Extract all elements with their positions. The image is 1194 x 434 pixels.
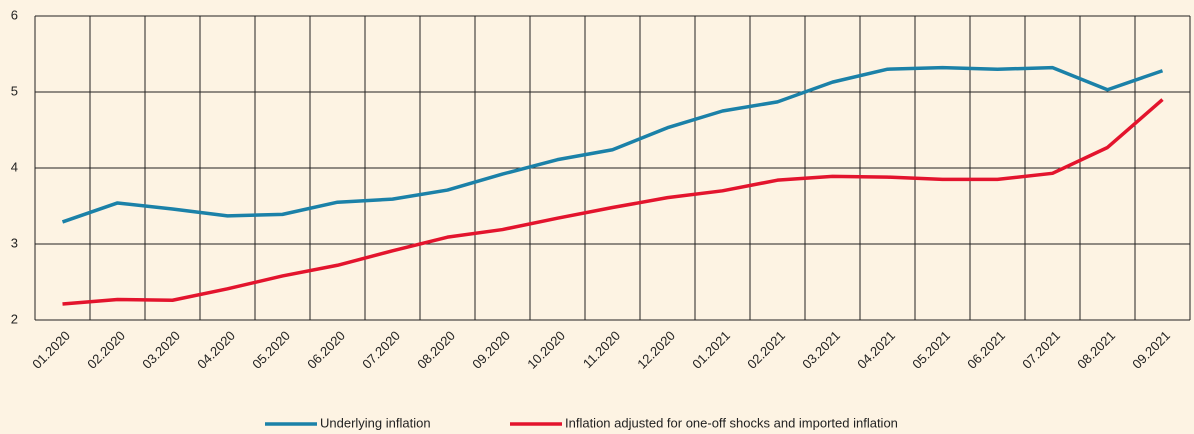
x-tick-label: 02.2021 — [744, 328, 788, 372]
x-tick-label: 05.2021 — [909, 328, 953, 372]
y-tick-label: 5 — [11, 83, 18, 98]
x-tick-label: 12.2020 — [634, 328, 678, 372]
x-tick-label: 11.2020 — [580, 328, 623, 371]
x-tick-label: 01.2020 — [29, 328, 73, 372]
x-tick-label: 02.2020 — [84, 328, 128, 372]
line-series — [62, 98, 1164, 306]
legend-label: Inflation adjusted for one-off shocks an… — [565, 415, 898, 430]
y-tick-label: 6 — [11, 7, 18, 22]
line-series — [61, 65, 1164, 224]
x-tick-label: 09.2020 — [469, 328, 513, 372]
x-tick-label: 09.2021 — [1129, 328, 1173, 372]
x-tick-label: 03.2020 — [139, 328, 183, 372]
y-tick-label: 4 — [11, 159, 18, 174]
legend-label: Underlying inflation — [320, 415, 431, 430]
x-tick-label: 07.2020 — [359, 328, 403, 372]
x-tick-label: 05.2020 — [249, 328, 293, 372]
x-tick-label: 06.2021 — [964, 328, 1008, 372]
x-tick-label: 03.2021 — [799, 328, 843, 372]
y-tick-label: 3 — [11, 235, 18, 250]
x-tick-label: 01.2021 — [689, 328, 733, 372]
x-tick-label: 10.2020 — [524, 328, 568, 372]
x-tick-label: 06.2020 — [304, 328, 348, 372]
x-tick-label: 08.2020 — [414, 328, 458, 372]
x-tick-label: 04.2020 — [194, 328, 238, 372]
x-tick-label: 08.2021 — [1074, 328, 1118, 372]
y-tick-label: 2 — [11, 311, 18, 326]
x-tick-label: 07.2021 — [1019, 328, 1063, 372]
x-tick-label: 04.2021 — [854, 328, 898, 372]
